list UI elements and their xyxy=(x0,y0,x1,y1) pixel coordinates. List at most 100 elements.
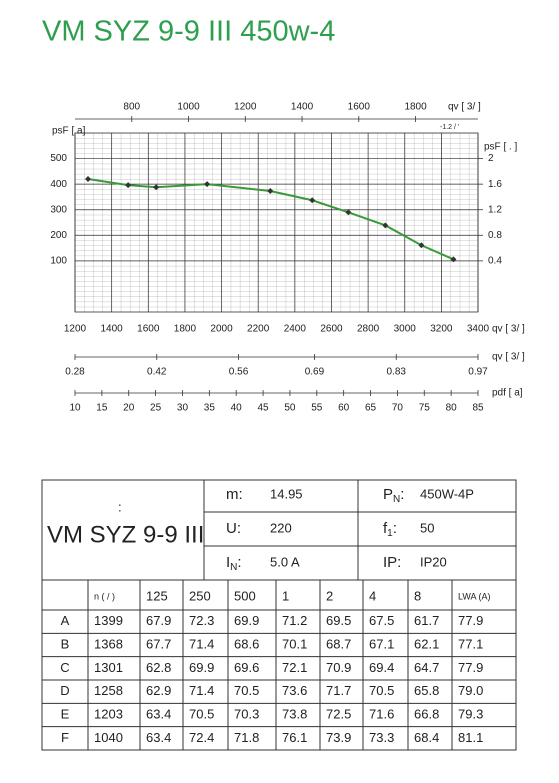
y2-tick-label: 0.4 xyxy=(488,255,502,266)
cell: 63.4 xyxy=(146,730,171,745)
cell: 70.5 xyxy=(234,683,259,698)
label-sub: N xyxy=(393,494,400,505)
axis-tick-label: 0.56 xyxy=(229,367,249,378)
label-text: P xyxy=(383,486,393,503)
cell: 68.6 xyxy=(234,636,259,651)
column-header: 500 xyxy=(234,588,256,603)
column-header: 125 xyxy=(146,588,168,603)
x-tick-label: 2000 xyxy=(210,324,233,335)
cell: 62.9 xyxy=(146,683,171,698)
cell: 62.1 xyxy=(414,636,439,651)
axis-tick-label: 1200 xyxy=(234,102,257,113)
axis-note: -1.2 / ' xyxy=(440,124,459,131)
y-tick-label: 400 xyxy=(50,179,67,190)
cell: 62.8 xyxy=(146,660,171,675)
field-value: 450W-4P xyxy=(420,486,474,501)
axis-tick-label: 10 xyxy=(69,403,81,414)
cell: 1040 xyxy=(94,730,123,745)
y2-tick-label: 0.8 xyxy=(488,230,502,241)
x-axis-label: qv [ 3/ ] xyxy=(492,324,525,335)
column-header: 8 xyxy=(414,588,421,603)
field-value: 5.0 A xyxy=(270,554,300,569)
column-header: 4 xyxy=(369,588,376,603)
axis-tick-label: 20 xyxy=(123,403,135,414)
row-label: D xyxy=(60,683,69,698)
cell: 1399 xyxy=(94,613,123,628)
field-value: 50 xyxy=(420,520,434,535)
axis-tick-label: 30 xyxy=(177,403,189,414)
axis-tick-label: 0.83 xyxy=(386,367,406,378)
table-area: : VM SYZ 9-9 III m: 14.95 PN: 450W-4PU: 220 f… xyxy=(41,479,517,751)
cell: 72.5 xyxy=(326,706,351,721)
axis-tick-label: 70 xyxy=(392,403,404,414)
column-header: 1 xyxy=(282,588,289,603)
minor-grid xyxy=(75,133,478,312)
model-name: VM SYZ 9-9 III xyxy=(47,521,204,548)
axis-tick-label: 0.69 xyxy=(305,367,325,378)
cell: 67.7 xyxy=(146,636,171,651)
column-header: 2 xyxy=(326,588,333,603)
axis-tick-label: 55 xyxy=(311,403,323,414)
cell: 70.9 xyxy=(326,660,351,675)
row-label: C xyxy=(60,660,69,675)
cell: 72.4 xyxy=(189,730,214,745)
cell: 69.4 xyxy=(369,660,394,675)
label-sub: N xyxy=(230,562,237,573)
axis-tick-label: 85 xyxy=(472,403,484,414)
x-tick-label: 2400 xyxy=(284,324,307,335)
x-tick-label: 2800 xyxy=(357,324,380,335)
field-label: U: xyxy=(226,520,241,537)
cell: 76.1 xyxy=(282,730,307,745)
row-label: F xyxy=(61,730,69,745)
x-tick-label: 1600 xyxy=(137,324,160,335)
curve xyxy=(87,178,454,261)
label-sub: 1 xyxy=(387,528,393,539)
field-label: PN: xyxy=(383,486,404,505)
cell: 67.5 xyxy=(369,613,394,628)
x-tick-label: 1800 xyxy=(174,324,197,335)
label-text: m: xyxy=(226,486,243,503)
axis-tick-label: 50 xyxy=(284,403,296,414)
axis-tick-label: 1000 xyxy=(177,102,200,113)
cell: 68.7 xyxy=(326,636,351,651)
cell: 67.1 xyxy=(369,636,394,651)
cell: 71.2 xyxy=(282,613,307,628)
x-tick-label: 2600 xyxy=(320,324,343,335)
x-tick-label: 1400 xyxy=(101,324,124,335)
cell: 70.5 xyxy=(189,706,214,721)
axis-tick-label: 1800 xyxy=(404,102,427,113)
point xyxy=(382,222,389,229)
cell: 79.3 xyxy=(458,706,483,721)
point xyxy=(204,181,211,188)
x-tick-label: 1200 xyxy=(64,324,87,335)
y2-tick-label: 1.6 xyxy=(488,179,502,190)
cell: 81.1 xyxy=(458,730,483,745)
axis-tick-label: 15 xyxy=(96,403,108,414)
field-label: f1: xyxy=(383,520,397,539)
cell: 71.7 xyxy=(326,683,351,698)
field-value: IP20 xyxy=(420,554,447,569)
row-label: E xyxy=(61,706,70,721)
point xyxy=(267,188,274,195)
label-text: f xyxy=(383,520,388,537)
axis-tick-label: 65 xyxy=(365,403,377,414)
axis-tick-label: 0.97 xyxy=(468,367,488,378)
cell: 65.8 xyxy=(414,683,439,698)
cell: 69.9 xyxy=(234,613,259,628)
cell: 77.1 xyxy=(458,636,483,651)
field-value: 220 xyxy=(270,520,292,535)
cell: 70.1 xyxy=(282,636,307,651)
axis-tick-label: 1400 xyxy=(291,102,314,113)
x-tick-label: 3000 xyxy=(394,324,417,335)
axis-tick-label: 1600 xyxy=(348,102,371,113)
label-tail: : xyxy=(393,520,397,537)
label-text: IP: xyxy=(383,554,401,571)
y2-axis-label: psF [ . ] xyxy=(484,142,518,153)
page-title: VM SYZ 9-9 III 450w-4 xyxy=(42,16,335,48)
point xyxy=(153,184,160,191)
axis-tick-label: 45 xyxy=(258,403,270,414)
cell: 73.3 xyxy=(369,730,394,745)
column-header: LWA (A) xyxy=(458,591,491,601)
axis-label: qv [ 3/ ] xyxy=(448,102,481,113)
